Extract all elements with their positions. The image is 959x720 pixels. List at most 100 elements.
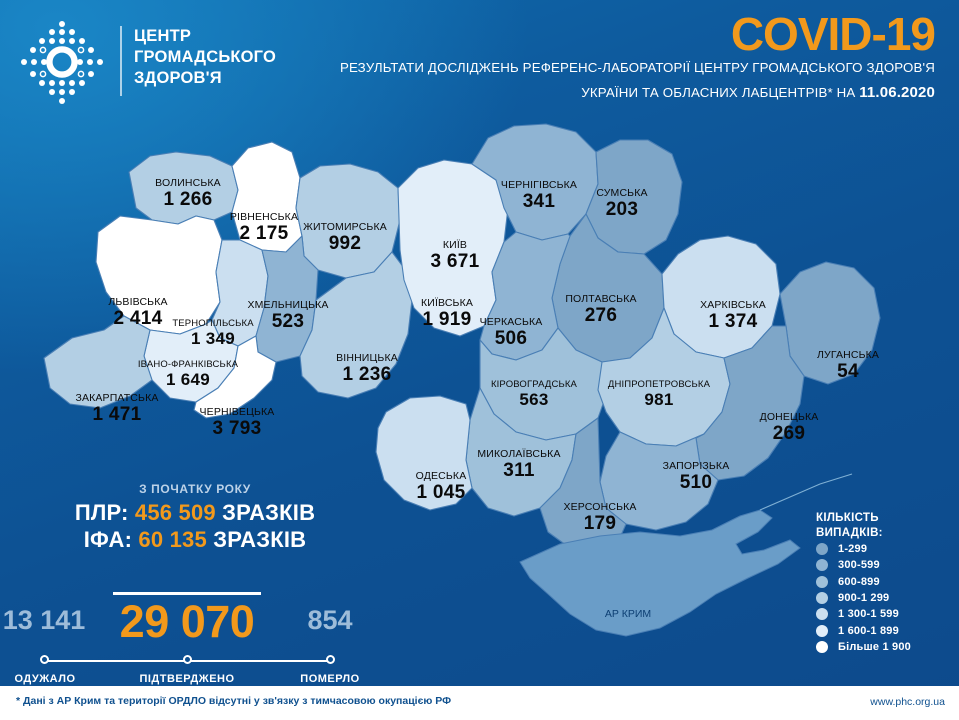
legend-swatch-icon xyxy=(816,640,828,653)
region-label: ВОЛИНСЬКА 1 266 xyxy=(155,178,221,209)
pcr-tests-value: 456 509 xyxy=(134,500,216,525)
recovered-label: ОДУЖАЛО xyxy=(14,673,76,685)
elisa-method-label: ІФА: xyxy=(83,527,133,552)
region-value: 1 045 xyxy=(416,481,466,503)
region-value: 1 919 xyxy=(422,308,472,330)
legend-item[interactable]: Більше 1 900 xyxy=(816,639,911,655)
region-label: РІВНЕНСЬКА 2 175 xyxy=(230,212,298,243)
legend-item[interactable]: 600-899 xyxy=(816,574,911,590)
region-name: ЗАПОРІЗЬКА xyxy=(662,460,730,472)
region-name: ДОНЕЦЬКА xyxy=(759,411,819,423)
region-label: ЧЕРНІВЕЦЬКА 3 793 xyxy=(200,407,275,438)
region-label: ЗАПОРІЗЬКА 510 xyxy=(663,461,730,492)
region-value: 563 xyxy=(519,389,549,409)
region-name: ІВАНО-​ФРАНКІВСЬКА xyxy=(137,359,239,370)
pcr-unit-label: ЗРАЗКІВ xyxy=(222,500,316,525)
region-value: 981 xyxy=(644,389,674,409)
nodata-region-label: АР КРИМ xyxy=(604,608,652,620)
legend-item[interactable]: 1-299 xyxy=(816,541,911,557)
logo-wordmark: ЦЕНТР ГРОМАДСЬКОГО ЗДОРОВ'Я xyxy=(134,26,276,89)
map-region-чернівецька[interactable] xyxy=(193,335,277,419)
deaths-marker-icon xyxy=(326,655,335,664)
region-label: ВІННИЦЬКА 1 236 xyxy=(336,353,398,384)
footer-url[interactable]: www.phc.org.ua xyxy=(870,696,945,708)
map-svg xyxy=(43,123,881,637)
elisa-tests-value: 60 135 xyxy=(138,527,207,552)
report-date: 11.06.2020 xyxy=(859,84,935,101)
region-value: 1 471 xyxy=(92,403,142,425)
legend-label: 900-1 299 xyxy=(838,592,890,605)
region-name: ЧЕРНІГІВСЬКА xyxy=(500,179,578,191)
legend-swatch-icon xyxy=(816,543,828,556)
legend-item[interactable]: 900-1 299 xyxy=(816,590,911,606)
region-label: ТЕРНОПІЛЬСЬКА 1 349 xyxy=(172,319,253,347)
region-value: 992 xyxy=(328,232,362,254)
pcr-tests-line: ПЛР: 456 509 ЗРАЗКІВ xyxy=(75,500,315,526)
map-legend: КІЛЬКІСТЬ ВИПАДКІВ: 1-299 300-599 600-899 9… xyxy=(816,511,911,655)
region-label: ЧЕРНІГІВСЬКА 341 xyxy=(501,180,577,211)
region-label: ОДЕСЬКА 1 045 xyxy=(416,471,467,502)
confirmed-marker-icon xyxy=(183,655,192,664)
region-label: КІРОВОГРАДСЬКА 563 xyxy=(491,380,577,408)
region-value: 506 xyxy=(494,327,528,349)
region-value: 269 xyxy=(772,422,806,444)
legend-item[interactable]: 1 600-1 899 xyxy=(816,622,911,638)
logo-divider xyxy=(120,26,122,96)
region-value: 510 xyxy=(679,471,713,493)
map-region-одеська[interactable] xyxy=(375,395,473,511)
region-name: СУМСЬКА xyxy=(596,187,648,199)
legend-label: 1 300-1 599 xyxy=(838,608,899,621)
region-name: ЛУГАНСЬКА xyxy=(816,349,880,361)
elisa-tests-line: ІФА: 60 135 ЗРАЗКІВ xyxy=(84,527,307,553)
footer-note: * Дані з АР Крим та території ОРДЛО відс… xyxy=(16,695,452,707)
legend-item[interactable]: 1 300-1 599 xyxy=(816,606,911,622)
region-label: ХЕРСОНСЬКА 179 xyxy=(563,502,636,533)
legend-swatch-icon xyxy=(816,624,828,637)
region-label: ХМЕЛЬНИЦЬКА 523 xyxy=(247,300,328,331)
confirmed-label: ПІДТВЕРДЖЕНО xyxy=(139,673,235,685)
legend-label: Більше 1 900 xyxy=(838,640,911,653)
region-label: ПОЛТАВСЬКА 276 xyxy=(565,294,636,325)
region-value: 2 175 xyxy=(239,222,289,244)
legend-title-line-1: КІЛЬКІСТЬ xyxy=(816,512,879,524)
region-value: 1 236 xyxy=(342,363,392,385)
region-label: ЧЕРКАСЬКА 506 xyxy=(480,317,543,348)
region-name: МИКОЛАЇВСЬКА xyxy=(477,448,561,460)
region-label: ЛЬВІВСЬКА 2 414 xyxy=(108,297,167,328)
region-value: 1 349 xyxy=(190,328,236,348)
region-name: ХАРКІВСЬКА xyxy=(700,299,766,311)
since-start-label: З ПОЧАТКУ РОКУ xyxy=(139,482,251,496)
region-value: 3 671 xyxy=(430,250,480,272)
legend-title-line-2: ВИПАДКІВ: xyxy=(816,527,883,539)
region-name: ХМЕЛЬНИЦЬКА xyxy=(247,299,329,311)
region-value: 311 xyxy=(503,459,535,481)
region-value: 3 793 xyxy=(212,417,262,439)
deaths-value: 854 xyxy=(307,605,353,635)
region-label: ДНІПРОПЕТРОВСЬКА 981 xyxy=(608,380,710,408)
legend-item[interactable]: 300-599 xyxy=(816,557,911,573)
region-value: 54 xyxy=(837,360,859,382)
region-value: 341 xyxy=(522,190,556,212)
map-region-донецька[interactable] xyxy=(695,325,805,481)
region-name: РІВНЕНСЬКА xyxy=(229,211,299,223)
region-name: ПОЛТАВСЬКА xyxy=(565,293,637,305)
footer-bar xyxy=(0,686,959,720)
region-label: КИЇВ 3 671 xyxy=(430,240,479,271)
region-label: ІВАНО-​ФРАНКІВСЬКА 1 649 xyxy=(138,360,238,388)
legend-swatch-icon xyxy=(816,559,828,572)
pcr-method-label: ПЛР: xyxy=(74,500,129,525)
region-value: 2 414 xyxy=(113,307,163,329)
logo-line-2: ГРОМАДСЬКОГО xyxy=(134,48,277,66)
region-name: ТЕРНОПІЛЬСЬКА xyxy=(172,318,254,329)
deaths-label: ПОМЕРЛО xyxy=(300,673,360,685)
stats-divider xyxy=(113,592,261,595)
region-name: ЛЬВІВСЬКА xyxy=(108,296,168,308)
confirmed-value: 29 070 xyxy=(119,596,255,647)
map-region-закарпатська[interactable] xyxy=(43,315,153,409)
legend-swatch-icon xyxy=(816,575,828,588)
phc-logo-icon xyxy=(14,16,110,108)
region-value: 203 xyxy=(605,198,639,220)
region-label: ДОНЕЦЬКА 269 xyxy=(760,412,819,443)
region-label: ХАРКІВСЬКА 1 374 xyxy=(700,300,766,331)
